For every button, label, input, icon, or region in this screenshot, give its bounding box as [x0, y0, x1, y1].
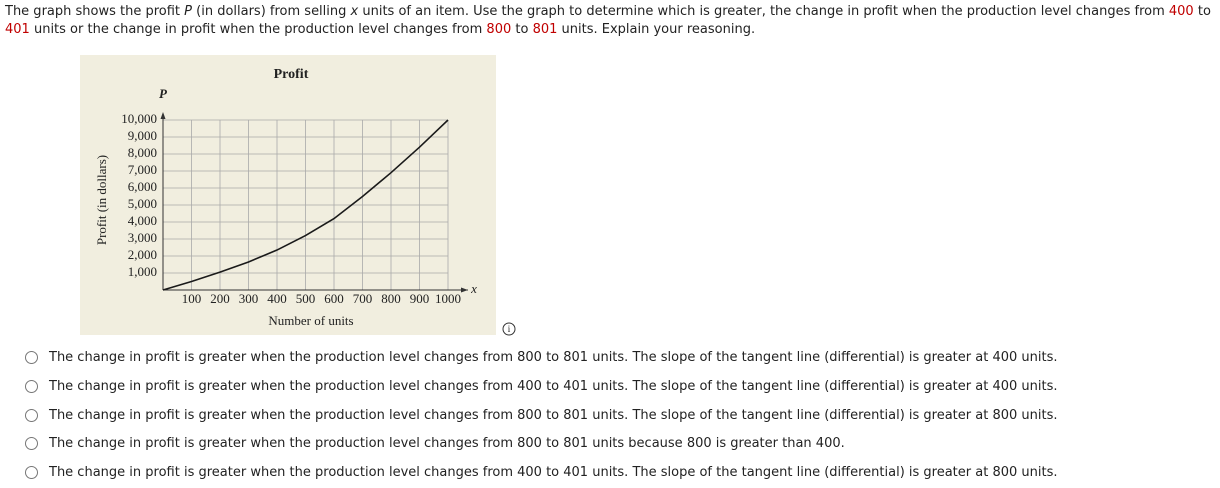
- question-text: 800: [486, 22, 512, 37]
- answer-option[interactable]: The change in profit is greater when the…: [25, 350, 1058, 365]
- option-text: The change in profit is greater when the…: [49, 378, 1058, 394]
- radio-button[interactable]: [25, 466, 38, 480]
- question-text: units or the change in profit when the p…: [29, 22, 487, 37]
- option-text: The change in profit is greater when the…: [49, 465, 1058, 481]
- svg-text:i: i: [508, 324, 511, 334]
- radio-button[interactable]: [25, 437, 38, 451]
- x-tick-label: 200: [210, 291, 230, 306]
- y-axis-arrow: [160, 112, 166, 119]
- x-tick-label: 1000: [435, 291, 461, 306]
- y-tick-label: 2,000: [128, 247, 157, 262]
- y-tick-label: 3,000: [128, 230, 157, 245]
- question-text: units of an item. Use the graph to deter…: [358, 4, 1169, 19]
- y-tick-label: 8,000: [128, 145, 157, 160]
- x-symbol: x: [470, 281, 477, 296]
- question-text: The graph shows the profit: [5, 4, 185, 19]
- question-text: 400: [1168, 4, 1194, 19]
- question-text: P: [184, 4, 192, 19]
- question-text: to: [511, 22, 533, 37]
- info-icon[interactable]: i: [502, 322, 516, 336]
- profit-curve: [162, 119, 449, 291]
- y-tick-label: 4,000: [128, 213, 157, 228]
- x-axis-label: Number of units: [268, 313, 353, 328]
- x-tick-label: 800: [381, 291, 401, 306]
- radio-button[interactable]: [25, 379, 38, 393]
- question-text: units. Explain your reasoning.: [557, 22, 756, 37]
- question-text: 801: [532, 22, 558, 37]
- x-tick-label: 100: [182, 291, 202, 306]
- y-tick-label: 10,000: [121, 111, 157, 126]
- question-text: 401: [5, 22, 30, 37]
- question-text: (in dollars) from selling: [192, 4, 351, 19]
- question-text: x: [350, 4, 359, 19]
- x-tick-label: 300: [239, 291, 259, 306]
- x-tick-label: 600: [324, 291, 344, 306]
- x-tick-label: 500: [296, 291, 316, 306]
- answer-option[interactable]: The change in profit is greater when the…: [25, 379, 1058, 394]
- option-text: The change in profit is greater when the…: [49, 350, 1058, 365]
- question-text: to: [1193, 4, 1211, 19]
- y-tick-label: 5,000: [128, 196, 157, 211]
- chart-title: Profit: [274, 67, 309, 82]
- answer-option[interactable]: The change in profit is greater when the…: [25, 465, 1058, 480]
- y-tick-label: 9,000: [128, 128, 157, 143]
- chart: Profit P x Profit (in dollars) Number of…: [80, 55, 516, 336]
- x-tick-label: 400: [267, 291, 287, 306]
- x-tick-label: 900: [410, 291, 430, 306]
- y-symbol: P: [159, 86, 168, 101]
- radio-button[interactable]: [25, 408, 38, 422]
- chart-background: [80, 55, 496, 335]
- option-text: The change in profit is greater when the…: [49, 407, 1058, 423]
- option-text: The change in profit is greater when the…: [49, 436, 845, 452]
- question: The graph shows the profit P (in dollars…: [5, 3, 1217, 39]
- answer-option[interactable]: The change in profit is greater when the…: [25, 408, 1058, 423]
- y-tick-label: 1,000: [128, 264, 157, 279]
- x-axis-arrow: [461, 287, 468, 293]
- y-axis-label: Profit (in dollars): [94, 155, 109, 245]
- answer-option[interactable]: The change in profit is greater when the…: [25, 436, 845, 451]
- y-tick-label: 6,000: [128, 179, 157, 194]
- x-tick-label: 700: [353, 291, 373, 306]
- y-tick-label: 7,000: [128, 162, 157, 177]
- radio-button[interactable]: [25, 351, 38, 364]
